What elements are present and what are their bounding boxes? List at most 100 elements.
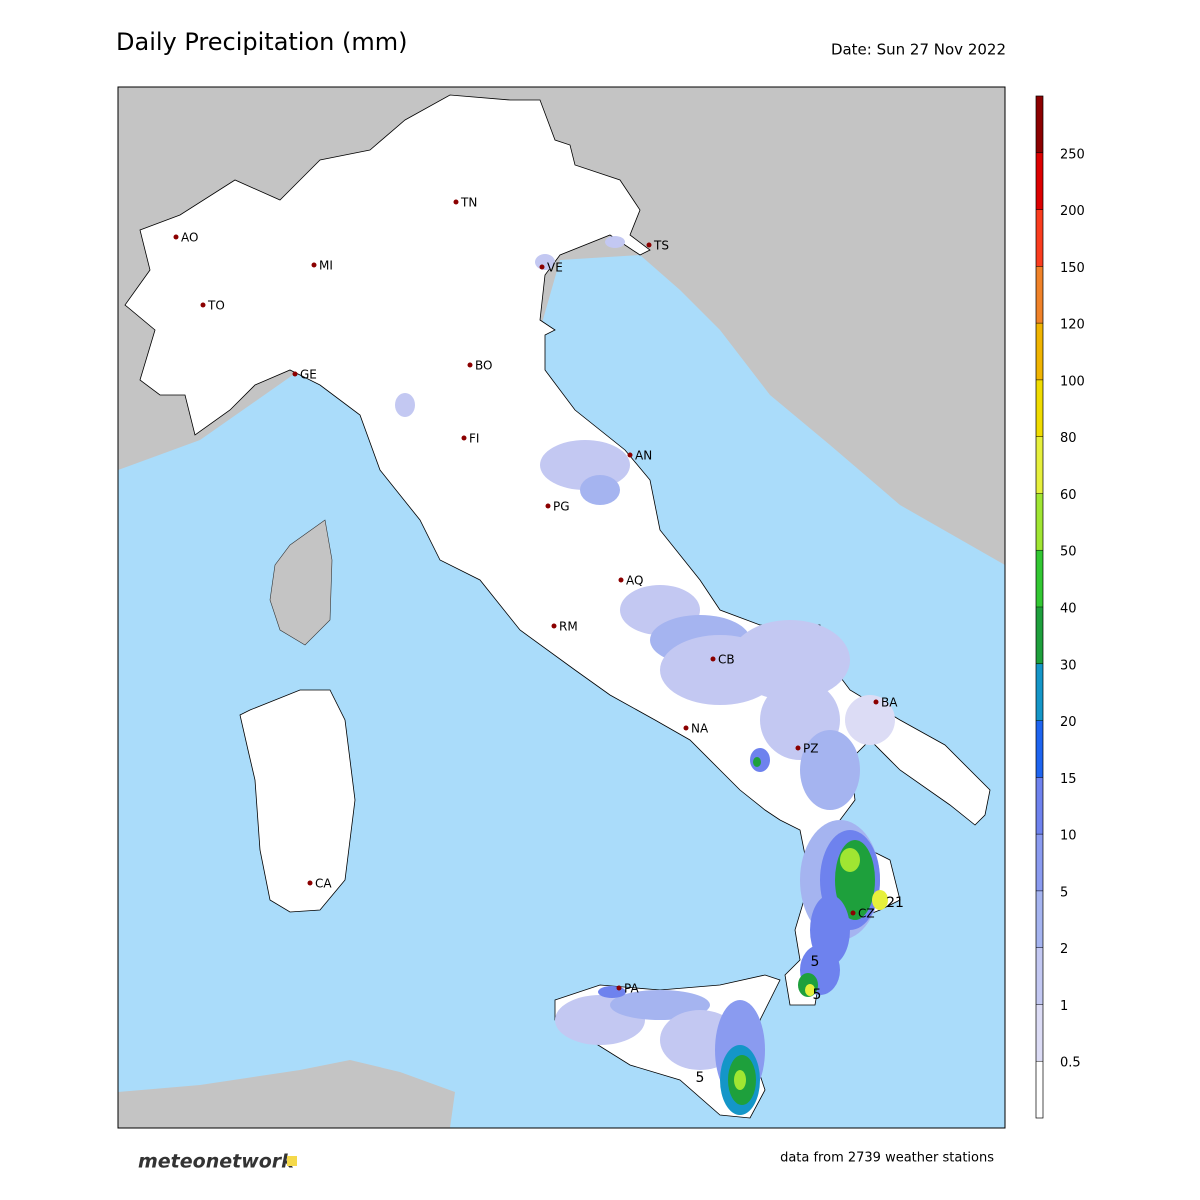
colorbar-band bbox=[1036, 890, 1043, 948]
colorbar-label: 15 bbox=[1060, 772, 1077, 787]
rain-area bbox=[805, 984, 815, 996]
city-label: VE bbox=[547, 261, 563, 275]
title: Daily Precipitation (mm) bbox=[116, 28, 407, 56]
corsica bbox=[269, 519, 333, 646]
city-dot bbox=[311, 262, 317, 268]
city-dot bbox=[453, 199, 459, 205]
rain-area bbox=[580, 475, 620, 505]
logo: meteonetwork bbox=[138, 1151, 295, 1173]
city-label: CB bbox=[718, 653, 735, 667]
colorbar-band bbox=[1036, 1061, 1043, 1119]
city-dot bbox=[467, 362, 473, 368]
rain-area bbox=[734, 1070, 746, 1090]
city-dot bbox=[307, 880, 313, 886]
colorbar-band bbox=[1036, 663, 1043, 721]
city-dot bbox=[539, 264, 545, 270]
contour-label: 5 bbox=[811, 954, 820, 970]
colorbar-band bbox=[1036, 834, 1043, 892]
colorbar-label: 10 bbox=[1060, 829, 1077, 844]
city-dot bbox=[173, 234, 179, 240]
city-label: CA bbox=[315, 877, 332, 891]
city-label: AQ bbox=[626, 574, 643, 588]
city-dot bbox=[616, 985, 622, 991]
rain-area bbox=[753, 757, 761, 767]
city-label: NA bbox=[691, 722, 709, 736]
colorbar-label: 60 bbox=[1060, 488, 1077, 503]
city-label: GE bbox=[300, 368, 317, 382]
city-label: AN bbox=[635, 449, 652, 463]
colorbar-label: 2 bbox=[1060, 942, 1068, 957]
africa bbox=[118, 1060, 455, 1128]
city-dot bbox=[545, 503, 551, 509]
colorbar-label: 1 bbox=[1060, 999, 1068, 1014]
city-label: CZ bbox=[858, 907, 875, 921]
rain-area bbox=[395, 393, 415, 417]
city-dot bbox=[873, 699, 879, 705]
colorbar-band bbox=[1036, 323, 1043, 381]
rain-area bbox=[598, 986, 626, 998]
city-dot bbox=[710, 656, 716, 662]
colorbar-label: 150 bbox=[1060, 261, 1085, 276]
rain-area bbox=[845, 695, 895, 745]
colorbar-band bbox=[1036, 493, 1043, 551]
city-label: TO bbox=[207, 299, 225, 313]
colorbar-label: 0.5 bbox=[1060, 1056, 1081, 1071]
colorbar-label: 40 bbox=[1060, 602, 1077, 617]
city-label: TN bbox=[460, 196, 477, 210]
colorbar-label: 80 bbox=[1060, 431, 1077, 446]
colorbar-label: 120 bbox=[1060, 318, 1085, 333]
cities: AO TO MI TN VE TS GE BO FI AN PG AQ RM CB NA BA PZ CZ PA CA bbox=[173, 196, 898, 996]
city-dot bbox=[627, 452, 633, 458]
city-dot bbox=[646, 242, 652, 248]
city-dot bbox=[850, 910, 856, 916]
date: Date: Sun 27 Nov 2022 bbox=[831, 41, 1006, 59]
colorbar-band bbox=[1036, 152, 1043, 210]
city-dot bbox=[795, 745, 801, 751]
rain-area bbox=[730, 620, 850, 700]
colorbar-band bbox=[1036, 607, 1043, 665]
map: 5 21 5 5 AO TO MI TN VE TS GE BO FI AN PG AQ RM CB NA BA PZ… bbox=[118, 87, 1005, 1128]
colorbar-label: 250 bbox=[1060, 147, 1085, 162]
colorbar-label: 200 bbox=[1060, 204, 1085, 219]
colorbar: 0.5 1 2 5 10 15 20 30 40 50 60 80 100 120 150 200 250 bbox=[1035, 95, 1085, 1119]
colorbar-band bbox=[1036, 379, 1043, 437]
city-dot bbox=[618, 577, 624, 583]
colorbar-band bbox=[1036, 266, 1043, 324]
city-label: AO bbox=[181, 231, 198, 245]
city-dot bbox=[461, 435, 467, 441]
city-dot bbox=[292, 371, 298, 377]
footer: data from 2739 weather stations bbox=[780, 1151, 994, 1166]
city-label: PA bbox=[624, 982, 639, 996]
colorbar-band bbox=[1036, 436, 1043, 494]
colorbar-label: 20 bbox=[1060, 715, 1077, 730]
colorbar-label: 100 bbox=[1060, 374, 1085, 389]
rain-area bbox=[872, 890, 888, 910]
contour-label: 5 bbox=[696, 1070, 705, 1086]
map-frame bbox=[117, 86, 1006, 1129]
contour-label: 21 bbox=[886, 895, 904, 911]
city-label: BA bbox=[881, 696, 898, 710]
city-dot bbox=[683, 725, 689, 731]
city-label: PG bbox=[553, 500, 570, 514]
logo-square bbox=[287, 1156, 297, 1166]
contour-label: 5 bbox=[813, 987, 822, 1003]
city-label: TS bbox=[653, 239, 669, 253]
colorbar-band bbox=[1036, 720, 1043, 778]
colorbar-band bbox=[1036, 777, 1043, 835]
city-dot bbox=[200, 302, 206, 308]
rain-area bbox=[840, 848, 860, 872]
colorbar-label: 50 bbox=[1060, 545, 1077, 560]
sardinia bbox=[239, 689, 356, 913]
colorbar-band bbox=[1036, 209, 1043, 267]
city-label: RM bbox=[559, 620, 578, 634]
colorbar-band bbox=[1036, 947, 1043, 1005]
rain-area bbox=[605, 236, 625, 248]
city-dot bbox=[551, 623, 557, 629]
colorbar-band bbox=[1036, 96, 1043, 154]
city-label: PZ bbox=[803, 742, 818, 756]
city-label: MI bbox=[319, 259, 333, 273]
colorbar-label: 30 bbox=[1060, 658, 1077, 673]
colorbar-label: 5 bbox=[1060, 885, 1068, 900]
city-label: FI bbox=[469, 432, 479, 446]
